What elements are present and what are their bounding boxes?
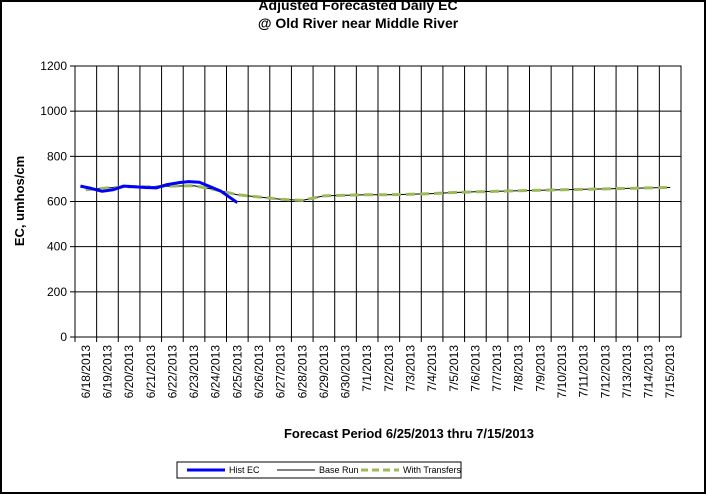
- x-tick-label: 7/9/2013: [533, 345, 547, 392]
- x-tick-label: 7/2/2013: [382, 345, 396, 392]
- x-tick-label: 6/30/2013: [339, 345, 353, 399]
- x-tick-label: 6/20/2013: [122, 345, 136, 399]
- x-tick-label: 7/10/2013: [555, 345, 569, 399]
- legend-label: Base Run: [319, 465, 359, 475]
- y-tick-label: 600: [47, 195, 67, 209]
- series-line-hist-ec: [80, 180, 239, 204]
- x-tick-label: 6/21/2013: [144, 345, 158, 399]
- x-tick-label: 6/24/2013: [209, 345, 223, 399]
- x-tick-label: 7/12/2013: [598, 345, 612, 399]
- y-tick-label: 1200: [40, 59, 67, 73]
- y-axis-label: EC, umhos/cm: [12, 156, 27, 246]
- y-tick-label: 400: [47, 240, 67, 254]
- x-tick-label: 6/28/2013: [295, 345, 309, 399]
- y-tick-label: 200: [47, 285, 67, 299]
- x-tick-label: 7/3/2013: [403, 345, 417, 392]
- y-tick-label: 0: [60, 330, 67, 344]
- x-tick-label: 7/14/2013: [642, 345, 656, 399]
- x-axis-ticks: 6/18/2013 6/19/2013 6/20/2013 6/21/2013 6/22…: [74, 337, 677, 399]
- x-axis-label: Forecast Period 6/25/2013 thru 7/15/2013: [284, 426, 534, 441]
- x-tick-label: 6/26/2013: [252, 345, 266, 399]
- x-tick-label: 6/27/2013: [274, 345, 288, 399]
- series-line-with-transfers: [85, 184, 671, 202]
- x-tick-label: 6/19/2013: [100, 345, 114, 399]
- y-axis-ticks: 0 200 400 600 800 1000 1200: [40, 59, 75, 344]
- x-tick-label: 6/23/2013: [187, 345, 201, 399]
- x-tick-label: 7/7/2013: [490, 345, 504, 392]
- legend-label: With Transfers: [403, 465, 462, 475]
- y-tick-label: 1000: [40, 104, 67, 118]
- x-tick-label: 6/22/2013: [165, 345, 179, 399]
- x-tick-label: 7/8/2013: [512, 345, 526, 392]
- chart-subtitle: @ Old River near Middle River: [258, 15, 459, 31]
- x-tick-label: 7/11/2013: [577, 345, 591, 398]
- legend-box: [176, 461, 462, 479]
- legend: Hist EC Base Run With Transfers: [176, 461, 462, 479]
- x-tick-label: 7/6/2013: [468, 345, 482, 392]
- x-tick-label: 7/5/2013: [447, 345, 461, 392]
- y-tick-label: 800: [47, 149, 67, 163]
- series-layer: [80, 180, 671, 204]
- legend-label: Hist EC: [229, 465, 260, 475]
- x-tick-label: 7/15/2013: [663, 345, 677, 399]
- x-tick-label: 6/25/2013: [230, 345, 244, 399]
- chart-title: Adjusted Forecasted Daily EC: [258, 0, 457, 13]
- x-tick-label: 6/29/2013: [317, 345, 331, 399]
- x-tick-label: 7/13/2013: [620, 345, 634, 399]
- x-tick-label: 7/1/2013: [360, 345, 374, 392]
- x-tick-label: 7/4/2013: [425, 345, 439, 392]
- x-tick-label: 6/18/2013: [79, 345, 93, 399]
